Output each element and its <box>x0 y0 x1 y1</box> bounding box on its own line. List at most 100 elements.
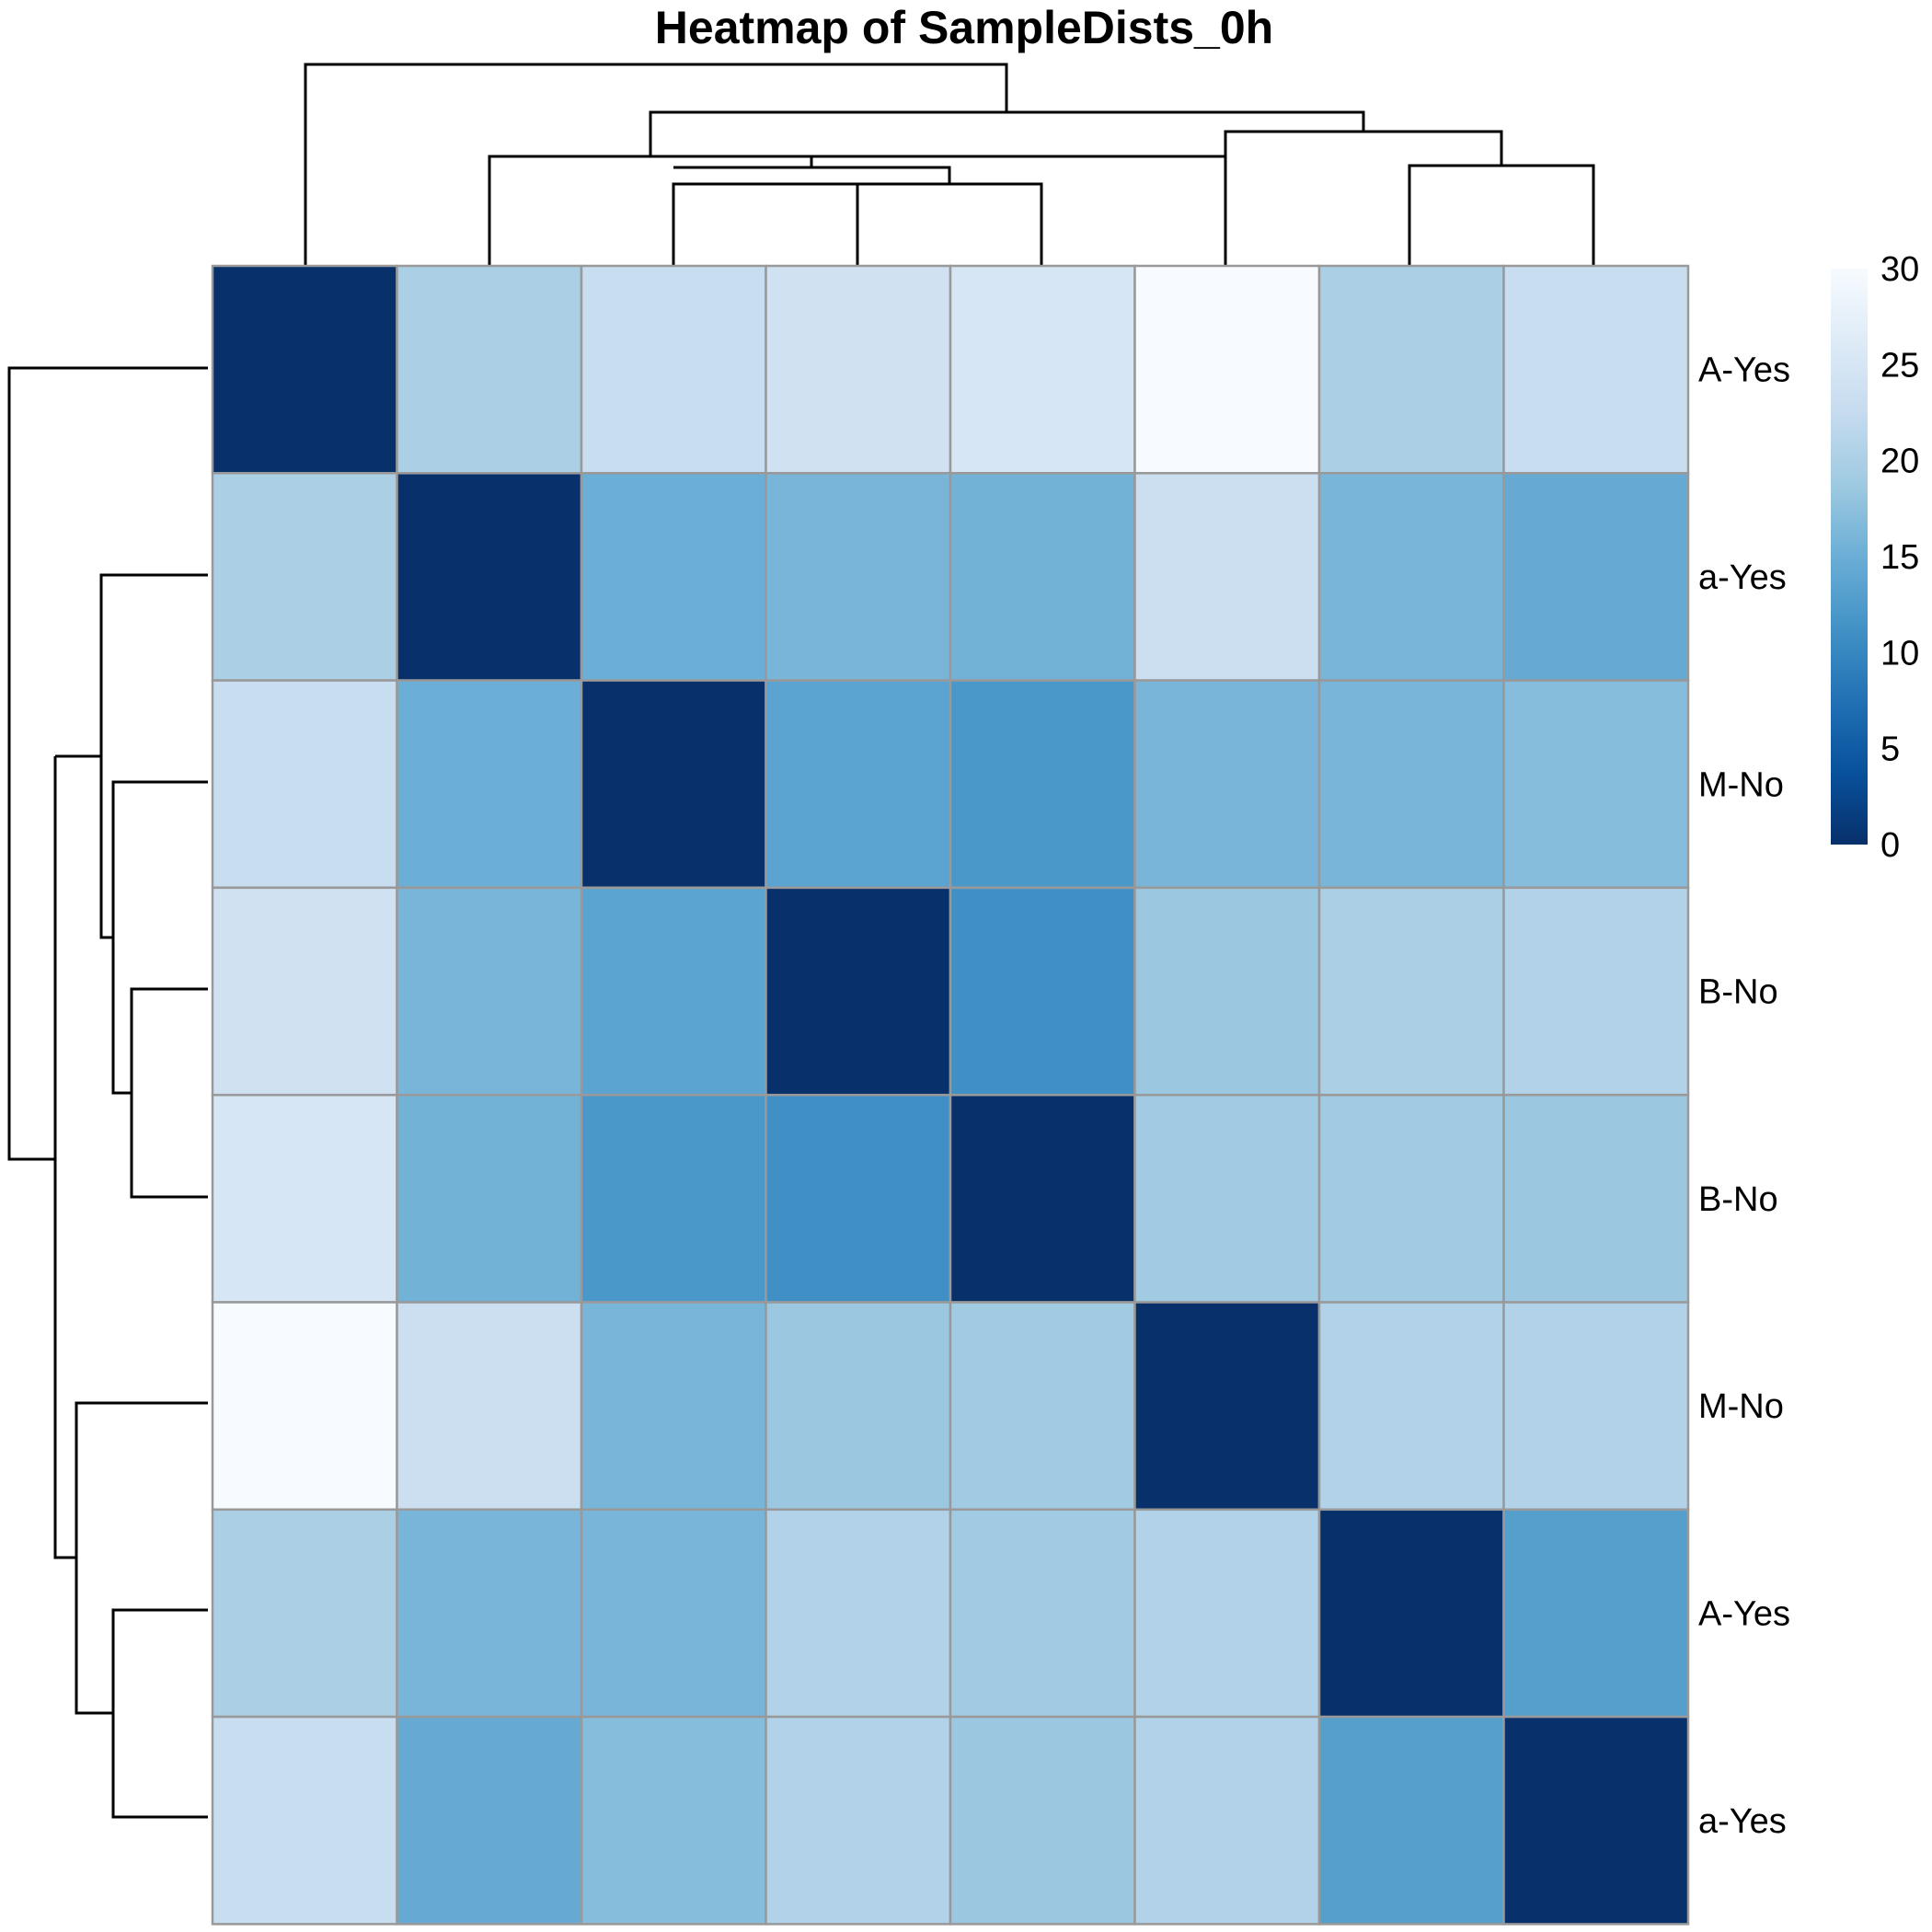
heatmap-cell-r7-c5 <box>949 1508 1136 1719</box>
col-dendro-link-8 <box>649 110 1365 156</box>
row-label: B-No <box>1698 973 1778 1012</box>
heatmap-cell-r4-c3 <box>580 886 767 1097</box>
heatmap-cell-r3-c7 <box>1317 679 1505 890</box>
heatmap-cell-r4-c7 <box>1317 886 1505 1097</box>
row-dendro-link-7 <box>53 756 76 1559</box>
row-labels: A-Yes a-Yes M-No B-No B-No M-No A-Yes a-Yes <box>1698 351 1790 1841</box>
colorbar-tick-label: 30 <box>1880 250 1919 289</box>
row-dendro-link-8 <box>7 366 208 1161</box>
heatmap-cell-r6-c1 <box>211 1301 398 1512</box>
heatmap-cell-r6-c7 <box>1317 1301 1505 1512</box>
heatmap-cell-r4-c5 <box>949 886 1136 1097</box>
heatmap-cell-r1-c6 <box>1133 264 1321 475</box>
colorbar-tick-label: 0 <box>1880 826 1900 865</box>
col-dendro-link-4 <box>673 166 951 184</box>
heatmap-cell-r7-c2 <box>396 1508 583 1719</box>
heatmap-cell-r7-c6 <box>1133 1508 1321 1719</box>
col-dendro-link-6 <box>488 155 811 265</box>
row-label: a-Yes <box>1698 1802 1787 1841</box>
heatmap-cell-r7-c3 <box>580 1508 767 1719</box>
heatmap-cell-r2-c6 <box>1133 472 1321 682</box>
heatmap-cell-r8-c4 <box>765 1715 952 1926</box>
col-dendro-link-3 <box>1408 164 1595 265</box>
heatmap-cell-r8-c7 <box>1317 1715 1505 1926</box>
colorbar-gradient <box>1831 269 1868 845</box>
heatmap-cell-r4-c6 <box>1133 886 1321 1097</box>
heatmap-cell-r1-c8 <box>1502 264 1690 475</box>
heatmap-cell-r3-c8 <box>1502 679 1690 890</box>
heatmap-cell-r1-c2 <box>396 264 583 475</box>
colorbar-tick-label: 25 <box>1880 346 1919 385</box>
heatmap-cell-r3-c2 <box>396 679 583 890</box>
colorbar-tick-label: 15 <box>1880 538 1919 577</box>
heatmap-cell-r2-c5 <box>949 472 1136 682</box>
heatmap-cell-r1-c7 <box>1317 264 1505 475</box>
row-dendrogram <box>7 366 208 1819</box>
row-dendro-link-1 <box>130 987 208 1199</box>
row-label: B-No <box>1698 1180 1778 1219</box>
heatmap-cell-r3-c6 <box>1133 679 1321 890</box>
col-dendro-link-1 <box>856 182 1043 265</box>
row-dendro-link-5 <box>99 573 208 939</box>
heatmap-cell-r5-c3 <box>580 1093 767 1304</box>
row-label: M-No <box>1698 1387 1784 1426</box>
col-dendro-link-7 <box>1224 130 1503 265</box>
col-dendro-link-9 <box>304 63 1008 265</box>
heatmap-cell-r5-c6 <box>1133 1093 1321 1304</box>
heatmap-cell-r6-c2 <box>396 1301 583 1512</box>
heatmap-cell-r5-c1 <box>211 1093 398 1304</box>
heatmap-cell-r5-c4 <box>765 1093 952 1304</box>
heatmap-cell-r5-c2 <box>396 1093 583 1304</box>
heatmap-cell-r8-c5 <box>949 1715 1136 1926</box>
heatmap-cell-r2-c4 <box>765 472 952 682</box>
row-label: M-No <box>1698 765 1784 804</box>
row-dendro-link-2 <box>111 1608 208 1819</box>
heatmap-cell-r7-c1 <box>211 1508 398 1719</box>
heatmap-cell-r3-c4 <box>765 679 952 890</box>
row-dendro-link-3 <box>111 780 208 1095</box>
heatmap-cell-r3-c3 <box>580 679 767 890</box>
heatmap-cell-r5-c5 <box>949 1093 1136 1304</box>
heatmap-cell-r8-c8 <box>1502 1715 1690 1926</box>
heatmap-cells <box>211 264 1690 1926</box>
column-dendrogram <box>304 63 1595 265</box>
heatmap-cell-r2-c1 <box>211 472 398 682</box>
row-label: A-Yes <box>1698 351 1790 390</box>
col-dendro-link-5 <box>810 155 1227 265</box>
colorbar-tick-label: 10 <box>1880 634 1919 673</box>
heatmap-cell-r6-c8 <box>1502 1301 1690 1512</box>
heatmap-cell-r6-c3 <box>580 1301 767 1512</box>
heatmap-cell-r6-c6 <box>1133 1301 1321 1512</box>
heatmap-cell-r1-c5 <box>949 264 1136 475</box>
heatmap-cell-r2-c8 <box>1502 472 1690 682</box>
heatmap-cell-r1-c1 <box>211 264 398 475</box>
row-label: A-Yes <box>1698 1594 1790 1633</box>
heatmap-cell-r8-c6 <box>1133 1715 1321 1926</box>
heatmap-cell-r4-c2 <box>396 886 583 1097</box>
heatmap-cell-r1-c4 <box>765 264 952 475</box>
heatmap-cell-r5-c7 <box>1317 1093 1505 1304</box>
heatmap-cell-r4-c4 <box>765 886 952 1097</box>
colorbar-tick-label: 20 <box>1880 443 1919 481</box>
heatmap-cell-r8-c2 <box>396 1715 583 1926</box>
heatmap-cell-r1-c3 <box>580 264 767 475</box>
heatmap-cell-r5-c8 <box>1502 1093 1690 1304</box>
heatmap-cell-r4-c1 <box>211 886 398 1097</box>
colorbar-tick-label: 5 <box>1880 730 1900 769</box>
heatmap-cell-r3-c5 <box>949 679 1136 890</box>
col-dendro-link-2 <box>672 182 949 265</box>
heatmap-cell-r6-c5 <box>949 1301 1136 1512</box>
heatmap-cell-r3-c1 <box>211 679 398 890</box>
row-dendro-link-4 <box>75 1401 208 1715</box>
heatmap-cell-r8-c3 <box>580 1715 767 1926</box>
heatmap-cell-r7-c4 <box>765 1508 952 1719</box>
heatmap-cell-r6-c4 <box>765 1301 952 1512</box>
heatmap-cell-r7-c8 <box>1502 1508 1690 1719</box>
heatmap-cell-r2-c3 <box>580 472 767 682</box>
row-label: a-Yes <box>1698 558 1787 597</box>
color-legend: 0 5 10 15 20 25 30 <box>1831 250 1919 865</box>
heatmap-cell-r4-c8 <box>1502 886 1690 1097</box>
heatmap-cell-r7-c7 <box>1317 1508 1505 1719</box>
heatmap-cell-r8-c1 <box>211 1715 398 1926</box>
